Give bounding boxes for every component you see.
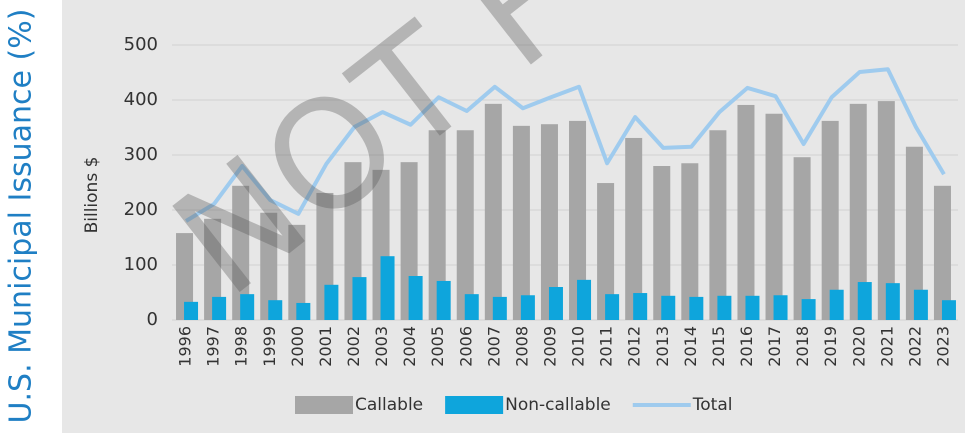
- bar: [801, 299, 816, 320]
- y-tick-label: 0: [147, 309, 158, 330]
- bar: [512, 125, 530, 320]
- bar: [436, 280, 451, 320]
- x-tick-label: 2003: [372, 326, 391, 367]
- bar: [605, 294, 620, 320]
- bar: [941, 300, 956, 320]
- x-tick-label: 2017: [765, 326, 784, 367]
- bar: [661, 295, 676, 320]
- y-tick-label: 200: [124, 199, 158, 220]
- x-tick-label: 1998: [232, 326, 251, 367]
- y-tick-label: 400: [124, 89, 158, 110]
- x-tick-label: 2001: [316, 326, 335, 367]
- x-tick-label: 2009: [540, 326, 559, 367]
- x-tick-label: 2002: [344, 326, 363, 367]
- legend-swatch: [445, 396, 504, 414]
- x-tick-label: 2010: [569, 326, 588, 367]
- legend-label: Total: [692, 395, 733, 415]
- x-tick-label: 2018: [793, 326, 812, 367]
- bar: [681, 163, 699, 320]
- bar: [184, 301, 199, 320]
- line: [184, 67, 946, 223]
- bar: [745, 295, 760, 320]
- x-tick-label: 2020: [849, 326, 868, 367]
- y-tick-label: 500: [124, 34, 158, 55]
- x-tick-label: 2000: [288, 326, 307, 367]
- bar: [569, 120, 587, 321]
- bar: [176, 233, 194, 320]
- bar: [548, 287, 563, 320]
- bar: [240, 294, 255, 320]
- x-tick-label: 2007: [484, 326, 503, 367]
- x-tick-label: 2008: [512, 326, 531, 367]
- x-tick-label: 2004: [400, 326, 419, 367]
- bar: [597, 183, 615, 320]
- x-tick-label: 2013: [653, 326, 672, 367]
- x-tick-label: 2021: [877, 326, 896, 367]
- x-tick-label: 2011: [597, 326, 616, 367]
- bar: [933, 185, 951, 320]
- bar: [737, 104, 755, 320]
- x-tick-label: 2006: [456, 326, 475, 367]
- bar: [204, 218, 222, 320]
- bar: [653, 166, 671, 320]
- side-title: U.S. Municipal Issuance (%): [4, 9, 39, 424]
- bar: [540, 124, 558, 320]
- bar: [793, 157, 811, 320]
- x-tick-label: 2014: [681, 326, 700, 367]
- bar: [689, 296, 704, 320]
- bar: [765, 113, 783, 320]
- legend-label: Callable: [355, 395, 423, 415]
- bar: [352, 277, 367, 320]
- bar: [456, 130, 474, 320]
- y-tick-label: 100: [124, 254, 158, 275]
- x-tick-label: 2022: [905, 326, 924, 367]
- bar: [625, 137, 643, 320]
- bar: [484, 103, 502, 320]
- bar: [520, 295, 535, 320]
- x-tick-label: 1996: [176, 326, 195, 367]
- bar: [296, 302, 311, 320]
- x-tick-label: 2012: [625, 326, 644, 367]
- y-axis-label: Billions $: [82, 157, 102, 234]
- bar: [268, 300, 283, 320]
- legend-label: Non-callable: [505, 395, 611, 415]
- bar: [633, 293, 648, 320]
- y-tick-label: 300: [124, 144, 158, 165]
- x-tick-label: 1997: [204, 326, 223, 367]
- bar: [408, 276, 423, 320]
- bar: [492, 296, 507, 320]
- bar: [232, 185, 250, 320]
- bar: [428, 130, 446, 320]
- bar: [577, 279, 592, 320]
- x-tick-label: 2016: [737, 326, 756, 367]
- bar: [288, 224, 306, 320]
- bar: [821, 120, 839, 321]
- bar: [857, 282, 872, 320]
- bar: [829, 289, 844, 320]
- bar: [877, 101, 895, 320]
- legend-swatch: [295, 396, 353, 414]
- bar: [773, 295, 788, 320]
- bar: [905, 146, 923, 320]
- x-tick-label: 2005: [428, 326, 447, 367]
- bar: [260, 212, 278, 320]
- bar: [885, 283, 900, 320]
- x-tick-label: 2019: [821, 326, 840, 367]
- bar: [709, 130, 727, 320]
- bar: [717, 295, 732, 320]
- bar: [380, 256, 395, 320]
- bar: [212, 296, 227, 320]
- x-tick-label: 1999: [260, 326, 279, 367]
- bar: [324, 284, 339, 320]
- bar: [913, 289, 928, 320]
- x-tick-label: 2015: [709, 326, 728, 367]
- bar: [849, 103, 867, 320]
- x-tick-label: 2023: [933, 326, 952, 367]
- bar: [464, 294, 479, 320]
